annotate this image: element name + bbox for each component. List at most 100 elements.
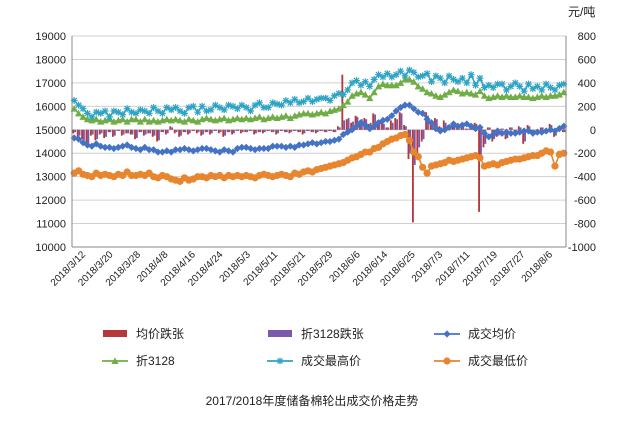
point bbox=[436, 74, 444, 82]
point bbox=[348, 126, 356, 134]
point bbox=[361, 91, 369, 98]
bar bbox=[502, 128, 504, 130]
left-tick-label: 10000 bbox=[35, 242, 66, 254]
bar bbox=[563, 129, 566, 133]
point bbox=[269, 113, 277, 120]
point bbox=[471, 125, 480, 133]
bar bbox=[343, 120, 346, 130]
bar bbox=[166, 129, 169, 134]
point bbox=[481, 84, 488, 91]
left-tick-label: 11000 bbox=[36, 219, 66, 231]
point bbox=[313, 140, 321, 148]
point bbox=[432, 92, 440, 99]
bar bbox=[294, 129, 297, 131]
line-series-3 bbox=[70, 130, 568, 185]
bar bbox=[187, 129, 189, 135]
point bbox=[344, 86, 352, 94]
bar bbox=[246, 129, 249, 133]
bar bbox=[98, 129, 101, 135]
bar bbox=[347, 118, 350, 130]
bar bbox=[429, 123, 432, 130]
bar bbox=[140, 129, 143, 133]
point bbox=[524, 93, 533, 100]
point bbox=[150, 104, 157, 111]
point bbox=[432, 72, 440, 80]
point bbox=[427, 89, 436, 97]
point bbox=[458, 74, 466, 82]
bar bbox=[250, 129, 253, 131]
point bbox=[370, 75, 378, 83]
left-tick-label: 19000 bbox=[35, 31, 66, 43]
bar bbox=[248, 129, 251, 131]
bar bbox=[142, 129, 145, 136]
point bbox=[172, 115, 180, 123]
bar bbox=[118, 129, 121, 131]
point bbox=[516, 83, 524, 90]
point bbox=[405, 101, 414, 109]
legend-label: 折3128跌张 bbox=[301, 326, 364, 341]
point bbox=[414, 73, 422, 81]
point bbox=[423, 88, 431, 96]
point bbox=[502, 92, 511, 99]
point bbox=[141, 107, 149, 115]
point bbox=[419, 72, 427, 80]
bar bbox=[109, 129, 112, 133]
point bbox=[101, 143, 109, 151]
bar bbox=[301, 129, 304, 135]
point bbox=[471, 91, 480, 98]
point bbox=[111, 357, 119, 364]
point bbox=[286, 142, 294, 150]
bar bbox=[232, 129, 235, 134]
bar bbox=[228, 129, 231, 133]
point bbox=[555, 91, 563, 98]
bar bbox=[131, 129, 134, 135]
bar bbox=[328, 129, 331, 131]
bar bbox=[134, 129, 136, 140]
bar bbox=[510, 127, 513, 130]
bar bbox=[259, 129, 262, 133]
point bbox=[436, 93, 444, 100]
point bbox=[357, 81, 365, 89]
point bbox=[189, 102, 197, 110]
point bbox=[361, 78, 369, 86]
bar bbox=[127, 129, 129, 134]
bar bbox=[306, 129, 308, 131]
bar bbox=[215, 129, 218, 131]
point bbox=[88, 113, 96, 121]
point bbox=[132, 115, 140, 123]
right-axis-unit-label: 元/吨 bbox=[568, 5, 595, 19]
point bbox=[300, 98, 307, 106]
bar bbox=[288, 129, 291, 134]
point bbox=[374, 119, 383, 127]
point bbox=[172, 104, 180, 111]
point bbox=[154, 148, 162, 156]
bar bbox=[391, 122, 394, 130]
point bbox=[533, 83, 541, 90]
point bbox=[79, 105, 87, 113]
point bbox=[392, 71, 400, 79]
point bbox=[445, 123, 453, 132]
point bbox=[198, 144, 206, 153]
point bbox=[551, 86, 559, 94]
bar bbox=[330, 129, 332, 131]
line-series-2 bbox=[70, 66, 568, 121]
point bbox=[441, 91, 449, 98]
point bbox=[92, 108, 100, 116]
bar bbox=[387, 127, 390, 130]
bar bbox=[180, 129, 182, 136]
bar bbox=[292, 129, 295, 131]
point bbox=[322, 137, 330, 146]
point bbox=[388, 73, 396, 81]
point bbox=[546, 148, 555, 156]
bar bbox=[325, 129, 328, 133]
bar bbox=[488, 127, 491, 130]
legend-item: 成交最低价 bbox=[434, 353, 528, 368]
point bbox=[282, 143, 290, 151]
point bbox=[463, 79, 471, 87]
bar bbox=[526, 125, 529, 130]
point bbox=[388, 112, 396, 120]
bar bbox=[336, 126, 339, 130]
bar bbox=[434, 118, 436, 130]
bar bbox=[400, 113, 403, 130]
